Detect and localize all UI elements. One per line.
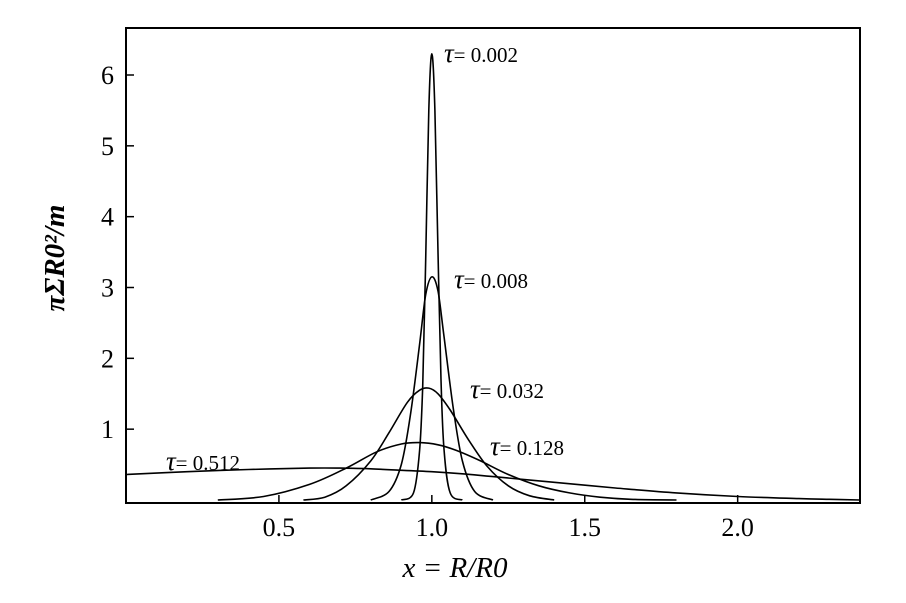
series-line-1 [370,276,494,501]
curve-label-0.032: τ= 0.032 [470,374,544,404]
y-axis-title: πΣR0²/m [39,205,71,312]
series-line-3 [217,441,677,501]
ticks: 0.5 1.0 1.5 2.0 1 2 3 4 5 6 [101,61,754,542]
y-tick-label: 3 [101,274,114,303]
x-tick-label: 1.5 [569,513,602,542]
y-tick-label: 6 [101,61,114,90]
y-tick-label: 2 [101,344,114,373]
y-tick-label: 1 [101,415,114,444]
curve-label-0.008: τ= 0.008 [454,264,528,294]
curve-label-0.002: τ= 0.002 [444,38,518,68]
curve-label-0.128: τ= 0.128 [490,431,564,461]
series-line-2 [303,387,555,501]
y-tick-label: 5 [101,132,114,161]
series-line-4 [125,467,861,501]
curve-label-0.512: τ= 0.512 [166,446,240,476]
plot-frame [125,27,861,504]
x-tick-label: 2.0 [721,513,754,542]
x-tick-label: 1.0 [416,513,449,542]
y-tick-label: 4 [101,203,114,232]
x-axis-title: x = R/R0 [402,552,508,584]
x-tick-label: 0.5 [263,513,296,542]
series-line-0 [400,52,463,501]
